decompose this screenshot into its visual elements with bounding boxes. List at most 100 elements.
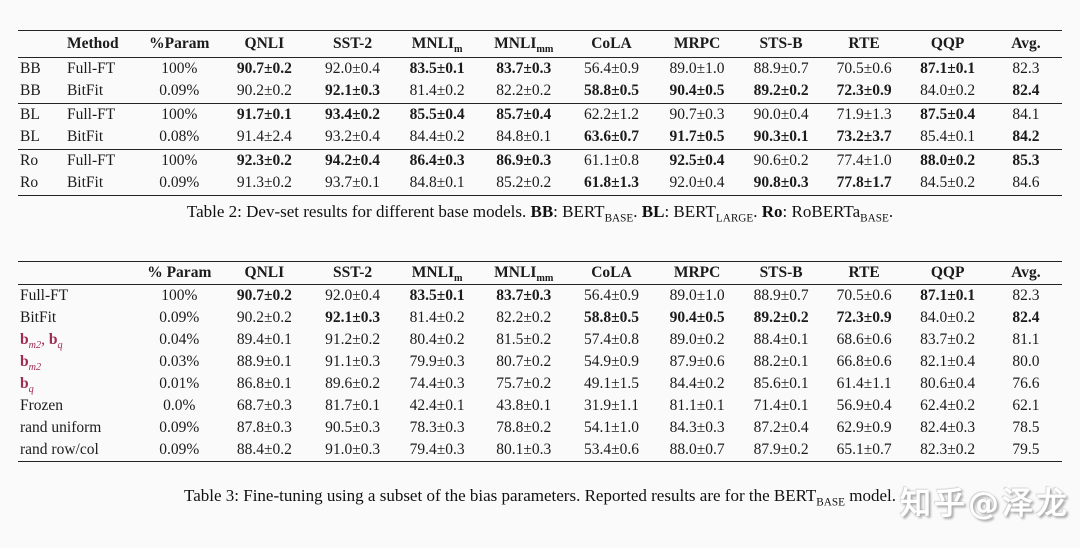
table-cell: 84.8±0.1 [479,126,568,149]
cell-text: 82.3 [1012,286,1040,304]
cell-text: MRPC [673,34,721,52]
table-cell: 61.8±1.3 [568,172,655,195]
subscript-text: m [453,272,463,284]
table-cell: 87.1±0.1 [905,57,990,80]
cell-text: 84.0±0.2 [920,308,976,326]
cell-text: 92.0±0.4 [325,286,381,304]
cell-text: 80.4±0.2 [409,330,465,348]
table-cell: 83.5±0.1 [395,57,480,80]
table-cell: 89.0±1.0 [655,284,740,306]
table-cell: 84.8±0.1 [395,172,480,195]
table-cell: 78.8±0.2 [479,417,568,439]
cell-text: 42.4±0.1 [409,396,465,414]
table-cell: 86.4±0.3 [394,148,480,172]
table-row: BB Full-FT 100% 90.7±0.2 92.0±0.4 83.5±0.1 83.… [18,57,1062,80]
table-cell: BL [18,102,65,126]
cell-text: 88.9±0.7 [753,59,809,77]
cell-text: 89.0±1.0 [669,59,725,77]
table-cell: 90.5±0.3 [310,417,395,439]
table-cell: 90.4±0.5 [655,80,740,103]
cell-text: 0.03% [159,352,200,370]
cell-text: 89.4±0.1 [236,330,292,348]
cell-text: 71.4±0.1 [753,396,809,414]
table2-header: Method %Param QNLI SST-2 MNLIm MNLImm CoLA MRPC… [18,30,1062,58]
cell-text: MNLI [411,263,454,281]
table-cell: Frozen [18,395,140,417]
cell-text: 89.0±1.0 [669,286,725,304]
cell-text: 90.7±0.2 [236,286,292,304]
cell-text: 93.4±0.2 [325,105,381,123]
table-cell: 91.0±0.3 [310,439,395,461]
cell-text: 84.0±0.2 [920,82,976,99]
cell-text: Ro [20,174,39,191]
table-cell: 82.4 [990,307,1062,329]
column-header: QQP [905,30,990,58]
table-cell: 77.8±1.7 [823,172,905,195]
cell-text: 85.5±0.4 [409,105,465,123]
cell-text: 82.3±0.2 [920,440,976,458]
cell-text: 92.1±0.3 [325,308,381,326]
cell-text: 77.8±1.7 [836,174,892,191]
column-header: Avg. [989,261,1062,285]
cell-text: 86.8±0.1 [236,374,292,392]
table-cell: 0.0% [140,395,218,417]
table-cell: 31.9±1.1 [568,395,655,417]
cell-text: 90.4±0.5 [669,308,725,326]
cell-text: 78.3±0.3 [409,418,465,436]
table-cell: 0.09% [140,307,218,329]
table-cell: 82.2±0.2 [479,80,568,103]
table-cell: 89.2±0.2 [739,307,823,329]
cell-text: 90.7±0.2 [236,59,292,77]
table-cell: 92.0±0.4 [310,284,395,306]
subscript-text: BASE [604,212,634,225]
cell-text: 62.9±0.9 [836,418,892,436]
text-part: Table 3: Fine-tuning using a subset of t… [184,486,817,505]
cell-text: 54.9±0.9 [583,352,639,370]
cell-text: rand row/col [20,440,99,458]
table-cell: BitFit [65,126,140,149]
cell-text: 90.6±0.2 [753,151,809,169]
table-cell: 90.7±0.2 [218,57,310,80]
header-row: % Param QNLI SST-2 MNLIm MNLImm CoLA MRPC STS-B… [18,261,1062,285]
table-cell: 83.7±0.3 [479,57,568,80]
cell-text: 92.3±0.2 [236,151,292,169]
cell-text: 77.4±1.0 [836,151,892,169]
cell-text: RTE [848,34,880,52]
table-cell: 83.7±0.2 [905,329,990,351]
cell-text: 88.4±0.2 [236,440,292,458]
cell-text: Full-FT [66,151,116,169]
table-cell: BL [18,126,65,149]
column-header: CoLA [568,261,655,285]
table-cell: 84.4±0.2 [655,373,740,395]
table-cell: 89.6±0.2 [310,373,395,395]
text-part: BL [641,202,665,221]
table-cell: 65.1±0.7 [823,439,905,461]
table-cell: 92.1±0.3 [310,307,395,329]
table-cell: 58.8±0.5 [568,80,655,103]
table-row: bm2, bq 0.04% 89.4±0.1 91.2±0.2 80.4±0.2 81.5… [18,329,1062,351]
watermark: 知乎@泽龙 [900,486,1070,522]
table-cell: 85.5±0.4 [394,102,480,126]
table-cell: 89.0±1.0 [655,57,740,80]
table-cell: 80.4±0.2 [395,329,480,351]
table-cell: 66.8±0.6 [823,351,905,373]
table-row: Frozen 0.0% 68.7±0.3 81.7±0.1 42.4±0.1 43.8±0… [18,395,1062,417]
table-cell: 88.2±0.1 [739,351,823,373]
column-header: QQP [905,261,990,285]
table-cell: 86.9±0.3 [479,148,569,172]
cell-text: 82.4 [1012,308,1040,326]
table-cell: 90.3±0.1 [739,126,823,149]
cell-text: 85.4±0.1 [920,128,976,145]
table-cell: 61.4±1.1 [823,373,905,395]
cell-text: 81.1±0.1 [669,396,725,414]
cell-text: 91.0±0.3 [325,440,381,458]
table3-body: Full-FT 100% 90.7±0.2 92.0±0.4 83.5±0.1 83.7±… [18,284,1062,461]
cell-text: Avg. [1011,34,1041,52]
table-cell: 89.4±0.1 [218,329,310,351]
cell-text: 82.2±0.2 [496,308,552,326]
cell-text: 93.7±0.1 [325,174,381,191]
cell-text: CoLA [591,263,632,281]
cell-text: 43.8±0.1 [496,396,552,414]
column-header: CoLA [568,30,655,58]
cell-text: 91.3±0.2 [236,174,292,191]
